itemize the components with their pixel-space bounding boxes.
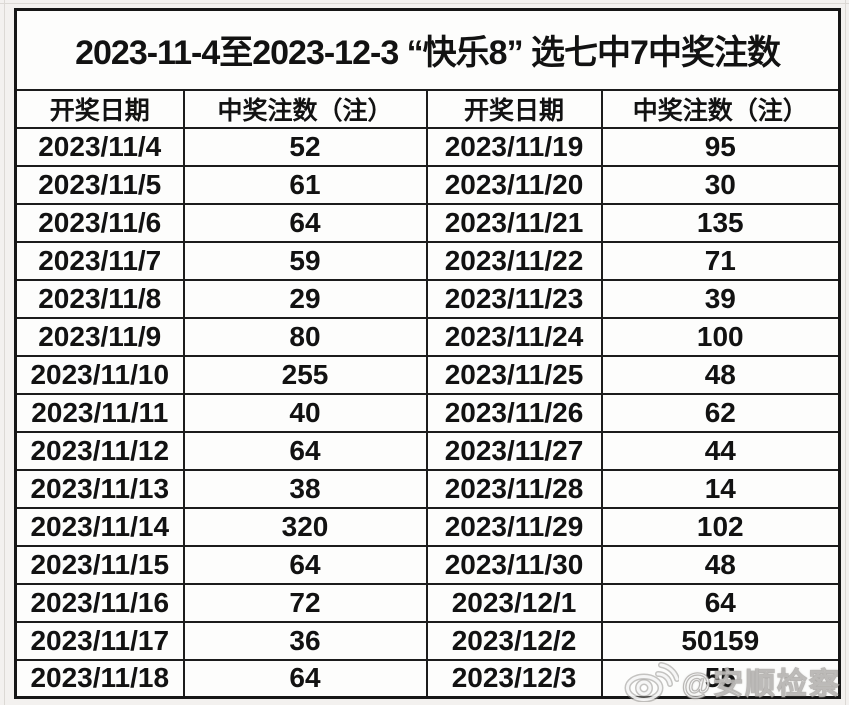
win-count-cell: 61 [182, 164, 428, 205]
draw-date-cell: 2023/12/1 [425, 582, 603, 623]
win-count-cell: 64 [182, 658, 428, 699]
draw-date-cell: 2023/11/27 [425, 430, 603, 471]
draw-date-cell: 2023/11/11 [14, 392, 185, 433]
spreadsheet-gridline-horizontal-top [0, 3, 849, 4]
table-row: 2023/11/16 72 2023/12/1 64 [14, 582, 841, 623]
column-header-win-count-right: 中奖注数（注） [600, 88, 841, 129]
win-count-cell: 255 [182, 354, 428, 395]
win-count-cell: 80 [182, 316, 428, 357]
draw-date-cell: 2023/11/8 [14, 278, 185, 319]
win-count-cell: 95 [600, 126, 841, 167]
draw-date-cell: 2023/11/24 [425, 316, 603, 357]
win-count-cell: 52 [182, 126, 428, 167]
draw-date-cell: 2023/11/18 [14, 658, 185, 699]
spreadsheet-gridline-vertical-right [845, 0, 846, 705]
draw-date-cell: 2023/11/10 [14, 354, 185, 395]
draw-date-cell: 2023/11/15 [14, 544, 185, 585]
win-count-cell: 135 [600, 202, 841, 243]
draw-date-cell: 2023/12/3 [425, 658, 603, 699]
table-row: 2023/11/11 40 2023/11/26 62 [14, 392, 841, 433]
win-count-cell: 44 [600, 430, 841, 471]
table-body: 2023/11/4 52 2023/11/19 95 2023/11/5 61 2023/1… [14, 126, 841, 699]
table-row: 2023/11/5 61 2023/11/20 30 [14, 164, 841, 205]
table-row: 2023/11/18 64 2023/12/3 55 [14, 658, 841, 699]
table-row: 2023/11/6 64 2023/11/21 135 [14, 202, 841, 243]
draw-date-cell: 2023/11/28 [425, 468, 603, 509]
win-count-cell: 320 [182, 506, 428, 547]
draw-date-cell: 2023/11/29 [425, 506, 603, 547]
draw-date-cell: 2023/11/21 [425, 202, 603, 243]
win-count-cell: 39 [600, 278, 841, 319]
win-count-cell: 48 [600, 354, 841, 395]
win-count-cell: 40 [182, 392, 428, 433]
draw-date-cell: 2023/11/4 [14, 126, 185, 167]
table-row: 2023/11/12 64 2023/11/27 44 [14, 430, 841, 471]
table-row: 2023/11/15 64 2023/11/30 48 [14, 544, 841, 585]
table-row: 2023/11/7 59 2023/11/22 71 [14, 240, 841, 281]
table-row: 2023/11/4 52 2023/11/19 95 [14, 126, 841, 167]
prize-count-table: 2023-11-4至2023-12-3 “快乐8” 选七中7中奖注数 开奖日期 … [14, 8, 842, 699]
table-row: 2023/11/17 36 2023/12/2 50159 [14, 620, 841, 661]
column-header-win-count-left: 中奖注数（注） [182, 88, 428, 129]
draw-date-cell: 2023/11/26 [425, 392, 603, 433]
draw-date-cell: 2023/11/6 [14, 202, 185, 243]
column-header-draw-date-right: 开奖日期 [425, 88, 603, 129]
win-count-cell: 55 [600, 658, 841, 699]
table-title: 2023-11-4至2023-12-3 “快乐8” 选七中7中奖注数 [14, 8, 841, 91]
table-row: 2023/11/9 80 2023/11/24 100 [14, 316, 841, 357]
win-count-cell: 59 [182, 240, 428, 281]
spreadsheet-gridline-vertical-left [4, 0, 5, 705]
win-count-cell: 29 [182, 278, 428, 319]
win-count-cell: 72 [182, 582, 428, 623]
draw-date-cell: 2023/11/9 [14, 316, 185, 357]
table-row: 2023/11/13 38 2023/11/28 14 [14, 468, 841, 509]
win-count-cell: 36 [182, 620, 428, 661]
draw-date-cell: 2023/11/25 [425, 354, 603, 395]
column-header-draw-date-left: 开奖日期 [14, 88, 185, 129]
win-count-cell: 38 [182, 468, 428, 509]
win-count-cell: 64 [600, 582, 841, 623]
win-count-cell: 48 [600, 544, 841, 585]
win-count-cell: 64 [182, 202, 428, 243]
win-count-cell: 71 [600, 240, 841, 281]
draw-date-cell: 2023/11/14 [14, 506, 185, 547]
draw-date-cell: 2023/11/17 [14, 620, 185, 661]
win-count-cell: 64 [182, 430, 428, 471]
table-row: 2023/11/8 29 2023/11/23 39 [14, 278, 841, 319]
header-row: 开奖日期 中奖注数（注） 开奖日期 中奖注数（注） [14, 88, 841, 129]
draw-date-cell: 2023/12/2 [425, 620, 603, 661]
win-count-cell: 62 [600, 392, 841, 433]
draw-date-cell: 2023/11/20 [425, 164, 603, 205]
draw-date-cell: 2023/11/7 [14, 240, 185, 281]
win-count-cell: 30 [600, 164, 841, 205]
draw-date-cell: 2023/11/13 [14, 468, 185, 509]
draw-date-cell: 2023/11/5 [14, 164, 185, 205]
table-row: 2023/11/10 255 2023/11/25 48 [14, 354, 841, 395]
draw-date-cell: 2023/11/30 [425, 544, 603, 585]
draw-date-cell: 2023/11/22 [425, 240, 603, 281]
draw-date-cell: 2023/11/19 [425, 126, 603, 167]
table-row: 2023/11/14 320 2023/11/29 102 [14, 506, 841, 547]
win-count-cell: 100 [600, 316, 841, 357]
draw-date-cell: 2023/11/12 [14, 430, 185, 471]
win-count-cell: 64 [182, 544, 428, 585]
win-count-cell: 50159 [600, 620, 841, 661]
title-row: 2023-11-4至2023-12-3 “快乐8” 选七中7中奖注数 [14, 8, 841, 91]
win-count-cell: 14 [600, 468, 841, 509]
draw-date-cell: 2023/11/16 [14, 582, 185, 623]
draw-date-cell: 2023/11/23 [425, 278, 603, 319]
win-count-cell: 102 [600, 506, 841, 547]
